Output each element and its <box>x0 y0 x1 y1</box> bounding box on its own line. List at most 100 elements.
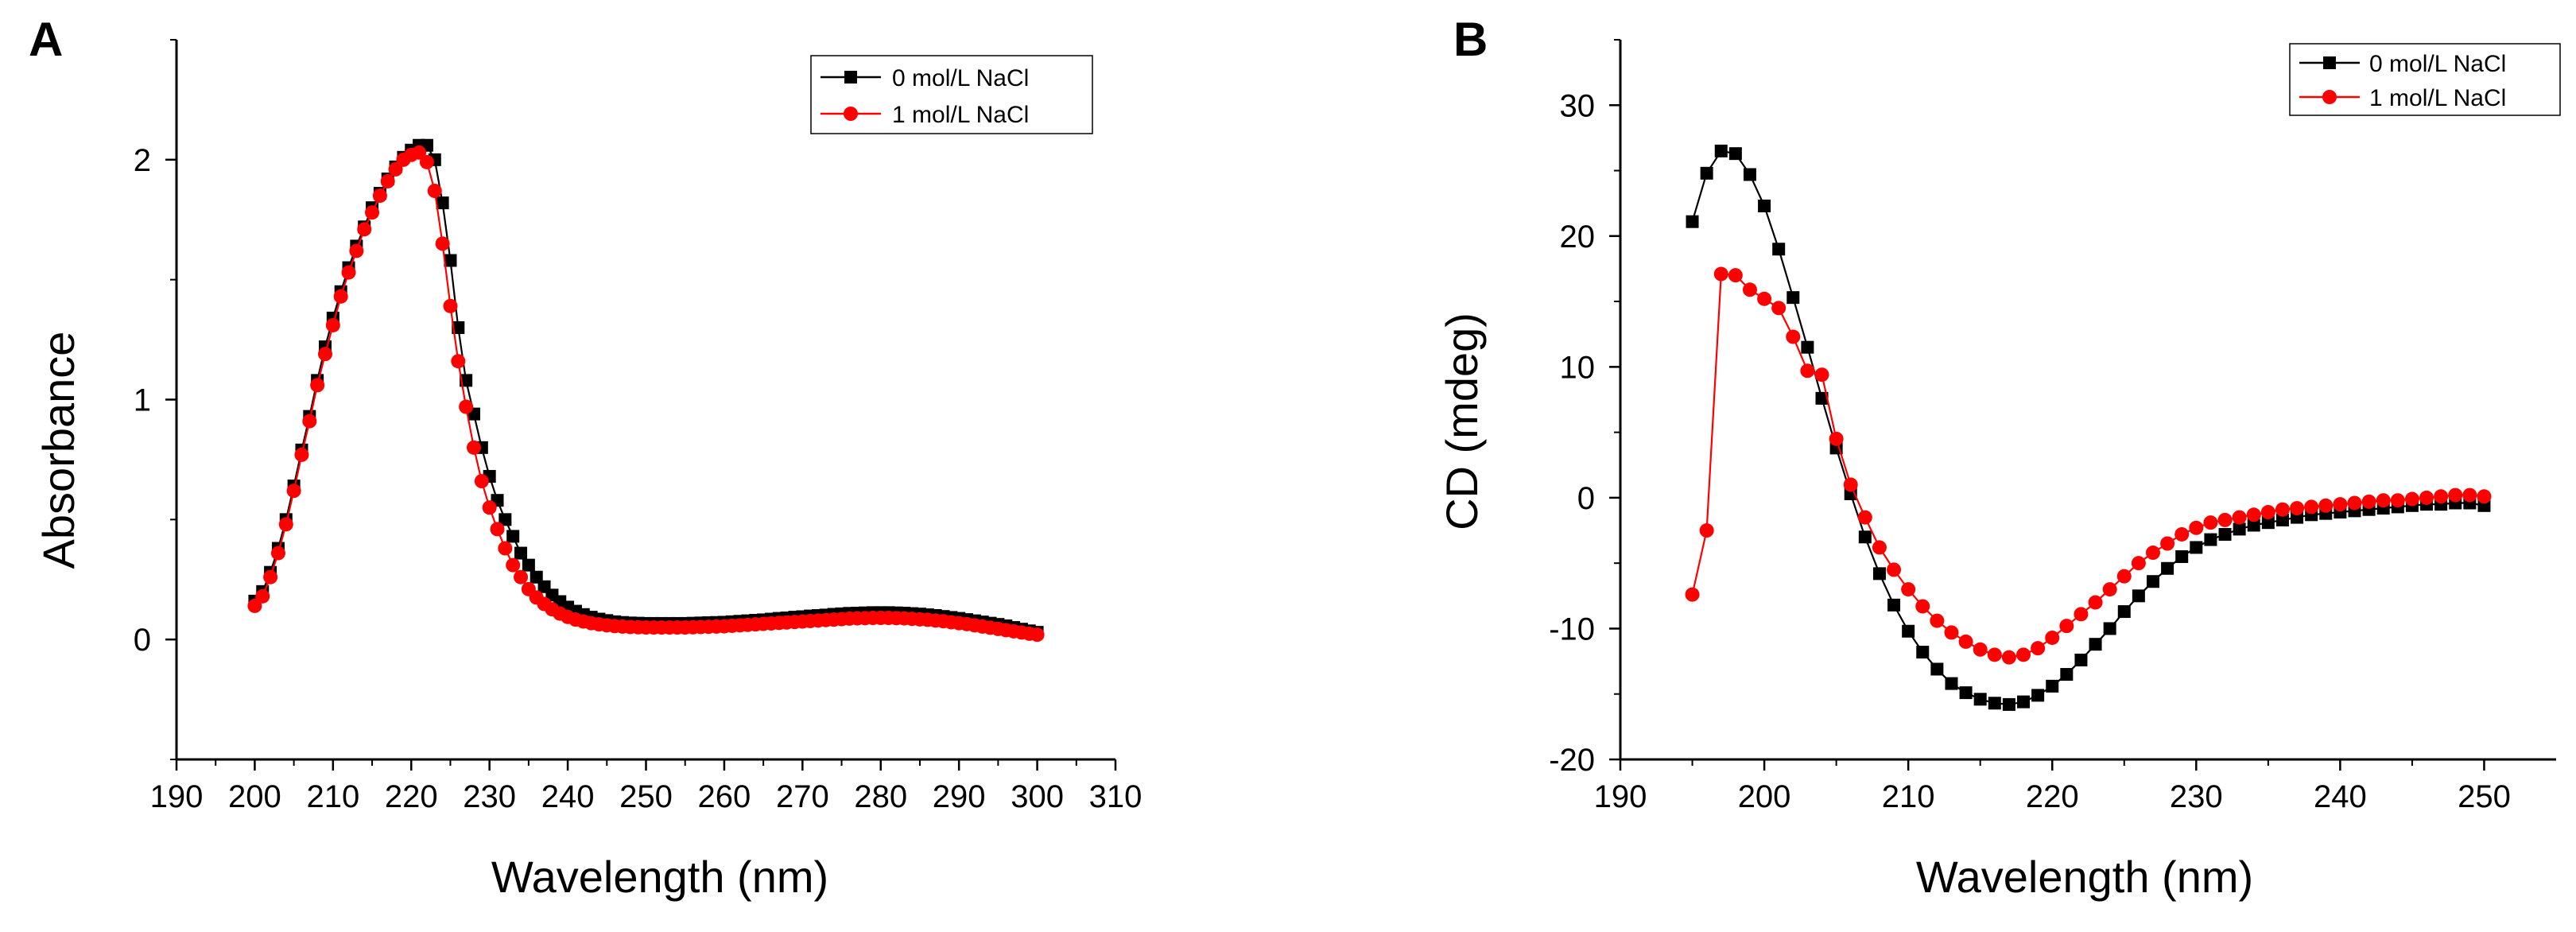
panel-a-series-0-point <box>444 254 457 267</box>
panel-b-series-1-point <box>2390 493 2405 508</box>
panel-a-series-0-point <box>514 546 528 560</box>
panel-b-series-0-point <box>1945 677 1958 690</box>
panel-a-series-1-point <box>388 161 403 177</box>
panel-b-series-1-point <box>2102 582 2117 597</box>
panel-a-series-1-point <box>365 205 380 220</box>
panel-b-series-0-point <box>1714 144 1728 157</box>
panel-label-b: B <box>1453 13 1488 66</box>
panel-b-series-1-point <box>2462 487 2477 503</box>
panel-a-series-1-point <box>302 414 317 429</box>
panel-b-series-1-point <box>1958 634 1973 649</box>
panel-b-series-1-point <box>1699 523 1714 538</box>
panel-b-series-1-point <box>1728 268 1743 283</box>
panel-b-series-1-point <box>2318 498 2334 513</box>
panel-b-series-1-point <box>2275 502 2290 517</box>
panel-b-series-0-point <box>2132 589 2145 603</box>
panel-b-y-tick-label: -10 <box>1549 612 1595 647</box>
panel-b-series-0-point <box>1887 598 1901 612</box>
panel-b-x-tick-label: 220 <box>2026 779 2079 814</box>
panel-a-legend-marker-0 <box>844 71 857 83</box>
panel-b-series-1-point <box>2448 487 2463 503</box>
panel-b-series-0-point <box>1872 567 1886 581</box>
panel-a-series-0-point <box>506 530 520 543</box>
panel-b-series-1-point <box>2232 510 2247 525</box>
panel-b-x-tick-label: 200 <box>1738 779 1791 814</box>
panel-b-series-1-point <box>2203 515 2218 530</box>
panel-b-series-1-point <box>2333 497 2348 512</box>
panel-b-y-tick-label: 20 <box>1560 219 1596 254</box>
panel-b-series-0-point <box>2002 697 2015 711</box>
panel-a-series-1-point <box>1030 627 1045 643</box>
panel-b-series-1-point <box>1829 431 1844 446</box>
panel-b-series-1-point <box>2045 630 2060 645</box>
panel-a-legend-label-0: 0 mol/L NaCl <box>892 65 1029 91</box>
panel-b-series-line-1 <box>1691 273 2485 658</box>
panel-b-series-1-point <box>2361 494 2376 509</box>
panel-b-series-0-point <box>1902 624 1915 638</box>
panel-a-series-1-point <box>372 188 387 204</box>
panel-b-series-1-point <box>2116 569 2132 584</box>
panel-a-series-1-point <box>333 289 348 304</box>
panel-a-series-1-point <box>325 317 340 332</box>
panel-a-y-tick-label: 2 <box>134 143 151 178</box>
panel-b-series-1-point <box>1857 510 1872 525</box>
panel-b-series-0-point <box>2031 689 2045 702</box>
panel-a-x-tick-label: 190 <box>150 779 204 814</box>
panel-b-x-tick-label: 210 <box>1882 779 1935 814</box>
panel-b-series-1-point <box>2434 489 2449 504</box>
panel-b-series-0-point <box>2247 518 2260 532</box>
panel-a-series-0-point <box>522 558 535 572</box>
panel-b-series-0-point <box>1801 340 1814 354</box>
panel-a-x-tick-label: 200 <box>228 779 281 814</box>
panel-b-legend-label-1: 1 mol/L NaCl <box>2369 85 2506 111</box>
panel-a-series-1-point <box>451 354 466 369</box>
panel-b-series-1-point <box>2217 512 2233 527</box>
panel-b-series-1-point <box>1685 587 1700 602</box>
panel-a-series-0-point <box>499 513 512 526</box>
panel-b-series-1-point <box>2088 595 2103 610</box>
panel-a-series-1-point <box>498 541 513 556</box>
panel-b-series-1-point <box>1901 582 1916 597</box>
panel-a-series-0-point <box>436 196 449 210</box>
panel-b-series-1-point <box>2260 505 2275 520</box>
panel-b-series-1-point <box>1742 282 1757 297</box>
panel-a-series-1-point <box>435 236 450 251</box>
panel-a-series <box>247 138 1045 643</box>
panel-b-legend-marker-1 <box>2322 90 2337 104</box>
panel-b-series-1-point <box>2246 507 2261 522</box>
panel-a-y-tick-label: 1 <box>134 383 151 418</box>
panel-b-series-1-point <box>1800 363 1815 379</box>
panel-a-legend-label-1: 1 mol/L NaCl <box>892 102 1029 128</box>
panel-a-series-1-point <box>490 522 505 537</box>
panel-b-series-1-point <box>1786 329 1801 344</box>
panel-b-series-0-point <box>1728 147 1742 161</box>
panel-b-legend-marker-0 <box>2323 56 2336 69</box>
panel-b-series-1-point <box>1944 625 1959 640</box>
panel-a-legend-marker-1 <box>844 107 858 121</box>
panel-b-series-1-point <box>1843 477 1858 492</box>
panel-a-series-1-point <box>412 145 427 160</box>
panel-b-series-1-point <box>2145 546 2160 561</box>
panel-b-series-1-point <box>2347 495 2362 511</box>
panel-b-series-1-point <box>1987 647 2002 662</box>
panel-a-x-tick-label: 270 <box>776 779 829 814</box>
panel-b-series-1-point <box>1973 642 1988 657</box>
panel-b-series-1-point <box>2016 647 2031 662</box>
panel-a-series-1-point <box>443 298 458 313</box>
panel-a-series-0-point <box>530 570 543 584</box>
panel-b-series-1-point <box>2174 526 2190 542</box>
panel-b-series-1-point <box>2031 641 2046 656</box>
panel-b-series-0-point <box>2190 541 2203 554</box>
panel-b-series-0-point <box>2074 653 2088 666</box>
panel-b-series-0-point <box>2146 575 2159 588</box>
panel-b-series-0-point <box>1700 166 1713 180</box>
panel-b-series-1-point <box>2059 619 2074 634</box>
panel-b-y-tick-label: 30 <box>1560 88 1596 123</box>
panel-a-x-tick-label: 280 <box>854 779 907 814</box>
panel-b-series-0-point <box>1686 215 1699 228</box>
panel-b-series <box>1685 144 2492 711</box>
panel-a-series-1-point <box>317 347 332 362</box>
panel-b-series-line-0 <box>1691 150 2485 706</box>
panel-a-legend-box <box>810 55 1093 134</box>
